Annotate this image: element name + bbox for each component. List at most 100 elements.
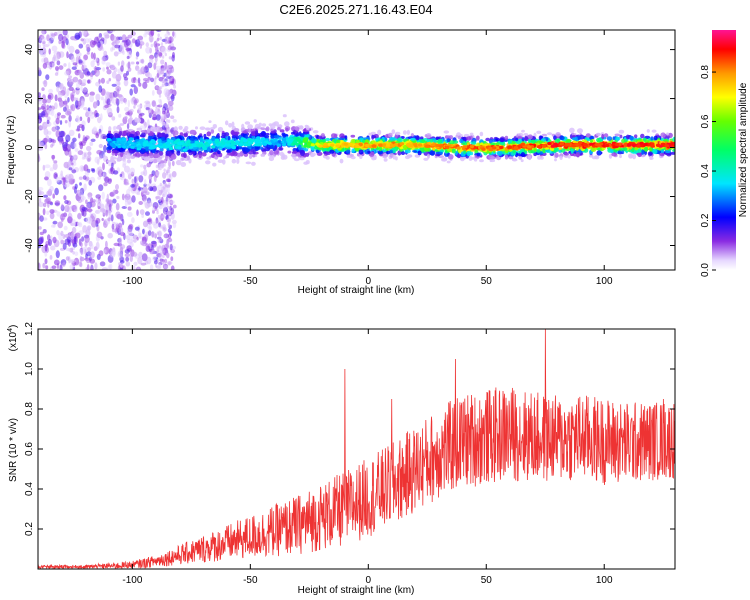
spectrogram-cell xyxy=(50,245,56,251)
spectrogram-cell xyxy=(520,142,526,146)
spectrogram-cell xyxy=(130,145,135,149)
spectrogram-cell xyxy=(74,32,81,40)
spectrogram-cell xyxy=(80,85,83,92)
spectrogram-cell xyxy=(48,238,52,247)
spectrogram-cell xyxy=(177,141,182,145)
spectrogram-cell xyxy=(122,130,127,137)
spectrogram-cell xyxy=(359,155,363,159)
spectrogram-cell xyxy=(163,234,167,238)
spectrogram-cell xyxy=(143,179,147,186)
spectrogram-cell xyxy=(167,139,172,143)
spectrogram-cell xyxy=(126,123,130,130)
spectrogram-cell xyxy=(305,125,310,131)
spectrogram-cell xyxy=(81,30,87,37)
spectrogram-cell xyxy=(128,133,134,139)
spectrogram-cell xyxy=(238,142,243,146)
spectrogram-cell xyxy=(125,154,132,160)
spectrogram-cell xyxy=(378,143,383,147)
spectrogram-cell xyxy=(211,145,216,149)
spectrogram-cell xyxy=(130,155,135,159)
spectrogram-cell xyxy=(116,195,120,200)
spectrogram-cell xyxy=(248,154,253,159)
spectrogram-cell xyxy=(78,190,84,197)
spectrogram-cell xyxy=(622,147,628,151)
spectrogram-cell xyxy=(462,145,468,149)
spectrogram-cell xyxy=(57,92,63,98)
spectrogram-cell xyxy=(38,186,44,191)
spectrogram-cell xyxy=(169,205,172,211)
spectrogram-cell xyxy=(100,77,105,84)
spectrogram-cell xyxy=(72,251,75,255)
spectrogram-cell xyxy=(459,134,463,137)
spectrogram-cell xyxy=(210,129,215,134)
spectrogram-cell xyxy=(167,99,170,103)
spectrogram-cell xyxy=(303,144,308,148)
spectrogram-cell xyxy=(130,130,135,135)
spectrogram-cell xyxy=(165,37,168,41)
spectrogram-cell xyxy=(121,137,127,141)
spectrogram-cell xyxy=(435,143,440,148)
spectrogram-cell xyxy=(290,153,297,158)
spectrogram-cell xyxy=(124,253,131,258)
spectrogram-cell xyxy=(155,164,159,169)
spectrogram-cell xyxy=(270,130,276,134)
spectrogram-cell xyxy=(527,145,532,149)
spectrogram-cell xyxy=(191,143,196,147)
spectrogram-cell xyxy=(82,225,87,233)
spectrogram-cell xyxy=(310,146,316,151)
spectrogram-cell xyxy=(68,62,71,70)
spectrogram-cell xyxy=(133,182,139,187)
spectrogram-cell xyxy=(42,217,48,221)
spectrogram-cell xyxy=(171,154,177,160)
spectrogram-cell xyxy=(210,137,216,141)
spectrogram-cell xyxy=(528,154,532,161)
spectrogram-cell xyxy=(351,148,356,153)
spectrogram-cell xyxy=(153,40,158,48)
spectrogram-cell xyxy=(64,181,70,188)
spectrogram-cell xyxy=(137,104,143,108)
spectrogram-cell xyxy=(112,189,117,196)
spectrogram-cell xyxy=(117,214,122,220)
spectrogram-cell xyxy=(111,116,116,121)
spectrogram-cell xyxy=(89,91,95,96)
spectrogram-cell xyxy=(105,91,111,96)
spectrogram-cell xyxy=(168,182,171,187)
spectrogram-cell xyxy=(156,249,159,254)
spectrogram-cell xyxy=(63,225,68,231)
spectrogram-cell xyxy=(68,78,73,83)
spectrogram-cell xyxy=(614,133,621,137)
snr-series-line xyxy=(38,329,675,569)
spectrogram-cell xyxy=(279,129,285,133)
spectrogram-cell xyxy=(141,132,146,138)
spectrogram-cell xyxy=(127,67,132,72)
spectrogram-cell xyxy=(106,80,110,84)
spectrogram-cell xyxy=(672,136,675,142)
spectrogram-cell xyxy=(247,124,254,130)
spectrogram-cell xyxy=(527,134,533,140)
spectrogram-cell xyxy=(157,107,160,112)
spectrogram-cell xyxy=(74,148,79,152)
spectrogram-cell xyxy=(64,234,70,238)
spectrogram-cell xyxy=(145,46,152,54)
spectrogram-cell xyxy=(406,129,410,135)
spectrogram-cell xyxy=(129,108,134,113)
spectrogram-cell xyxy=(401,151,405,156)
spectrogram-cell xyxy=(112,198,117,204)
spectrogram-cell xyxy=(612,145,617,149)
spectrogram-cell xyxy=(479,159,484,163)
spectrogram-cell xyxy=(67,216,72,224)
spectrogram-cell xyxy=(417,150,422,156)
x-tick-label: -100 xyxy=(122,276,142,287)
x-tick-label: 50 xyxy=(481,276,493,287)
spectrogram-cell xyxy=(94,66,97,74)
spectrogram-cell xyxy=(186,155,190,161)
spectrogram-cell xyxy=(577,128,583,134)
spectrogram-cell xyxy=(507,145,512,149)
spectrogram-cell xyxy=(62,242,67,250)
spectrogram-cell xyxy=(113,170,119,175)
spectrogram-cell xyxy=(58,65,64,70)
spectrogram-cell xyxy=(388,132,393,138)
spectrogram-cell xyxy=(424,134,428,138)
spectrogram-cell xyxy=(404,155,411,160)
